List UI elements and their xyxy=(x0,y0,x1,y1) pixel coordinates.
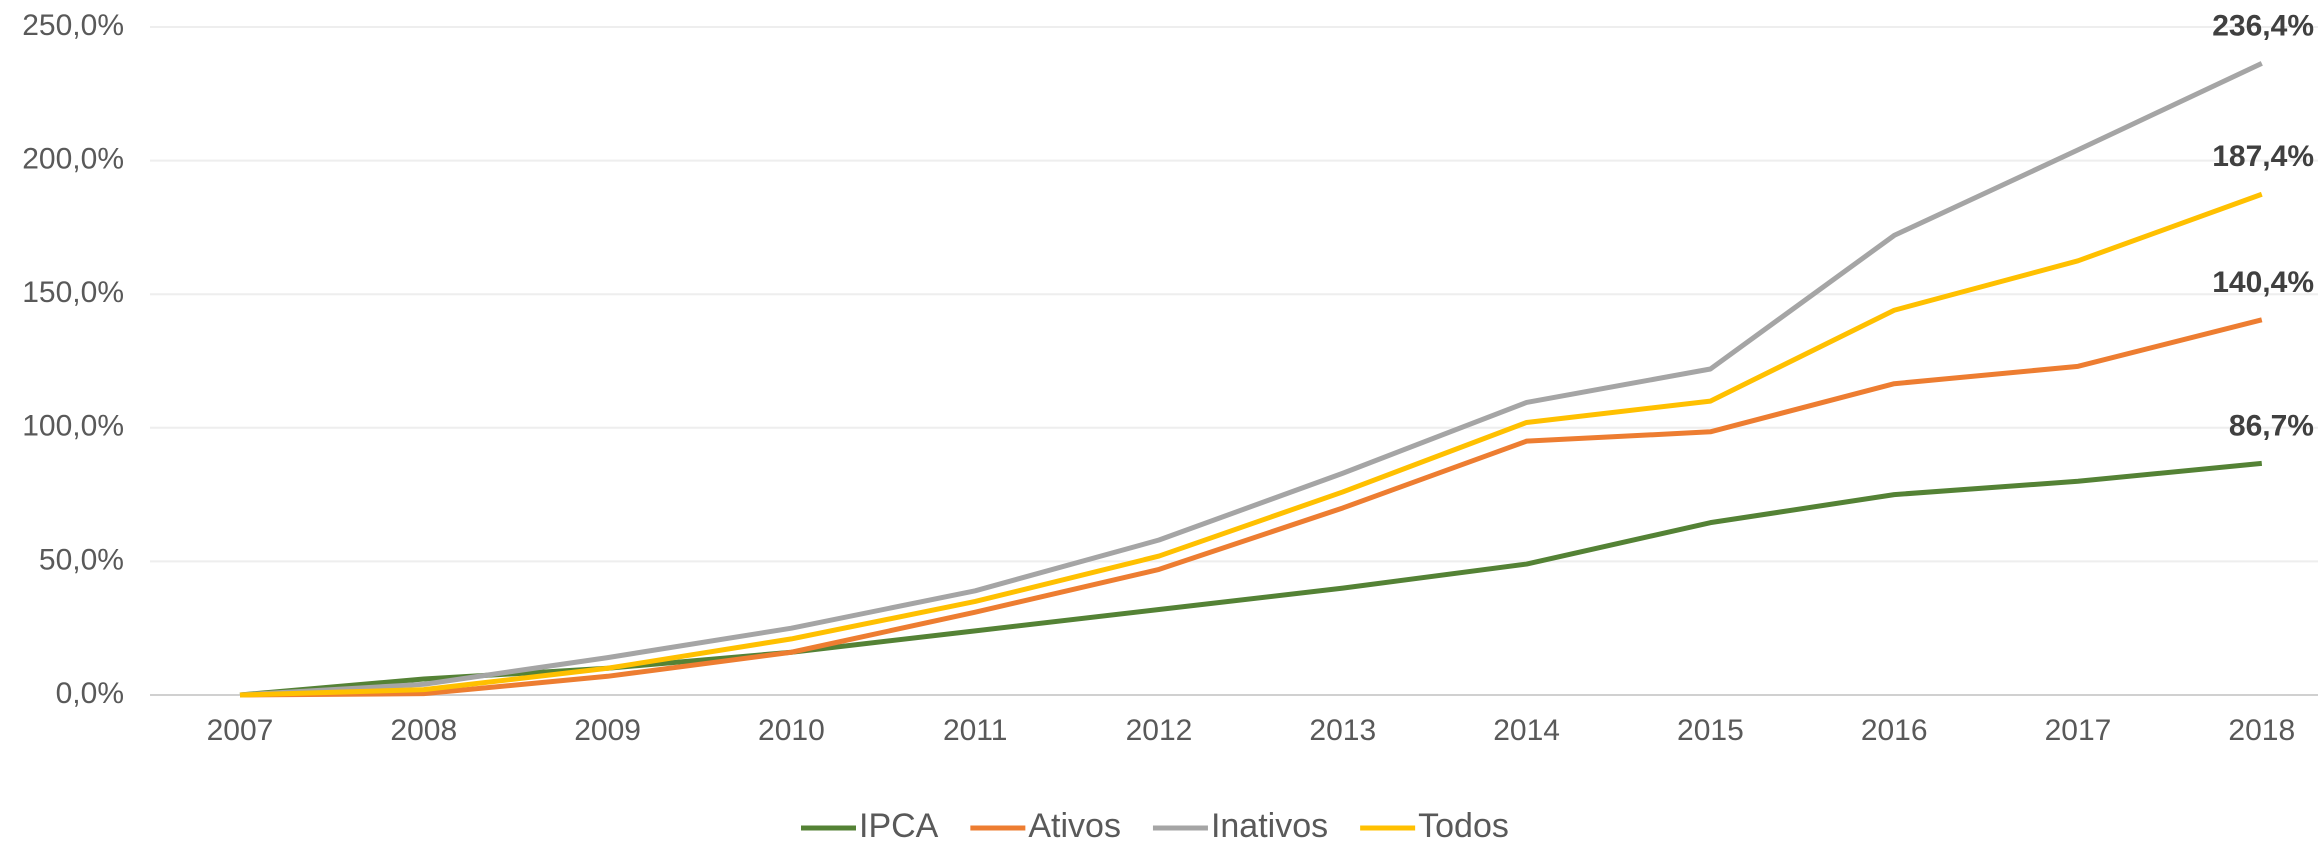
legend-label: Inativos xyxy=(1211,807,1328,844)
y-tick-label: 250,0% xyxy=(22,9,124,42)
data-label: 86,7% xyxy=(2229,409,2314,442)
x-tick-label: 2007 xyxy=(207,714,274,747)
y-tick-label: 50,0% xyxy=(39,543,124,576)
legend-label: Ativos xyxy=(1028,807,1121,844)
y-tick-label: 150,0% xyxy=(22,276,124,309)
x-tick-label: 2009 xyxy=(574,714,641,747)
series-line xyxy=(239,317,2263,698)
data-label: 236,4% xyxy=(2212,9,2314,42)
x-tick-label: 2015 xyxy=(1677,714,1744,747)
x-tick-label: 2017 xyxy=(2045,714,2112,747)
x-tick-label: 2016 xyxy=(1861,714,1928,747)
y-tick-label: 100,0% xyxy=(22,410,124,443)
legend-label: Todos xyxy=(1418,807,1509,844)
y-tick-label: 0,0% xyxy=(56,677,124,710)
x-tick-label: 2013 xyxy=(1309,714,1376,747)
series-line xyxy=(239,460,2263,698)
y-tick-label: 200,0% xyxy=(22,143,124,176)
x-tick-label: 2011 xyxy=(943,714,1008,747)
x-tick-label: 2018 xyxy=(2228,714,2295,747)
data-label: 140,4% xyxy=(2212,266,2314,299)
data-label: 187,4% xyxy=(2212,140,2314,173)
x-tick-label: 2012 xyxy=(1126,714,1193,747)
x-tick-label: 2010 xyxy=(758,714,825,747)
x-tick-label: 2014 xyxy=(1493,714,1560,747)
series-line xyxy=(239,61,2263,698)
series-line xyxy=(239,191,2263,698)
x-tick-label: 2008 xyxy=(390,714,457,747)
legend-label: IPCA xyxy=(859,807,939,844)
